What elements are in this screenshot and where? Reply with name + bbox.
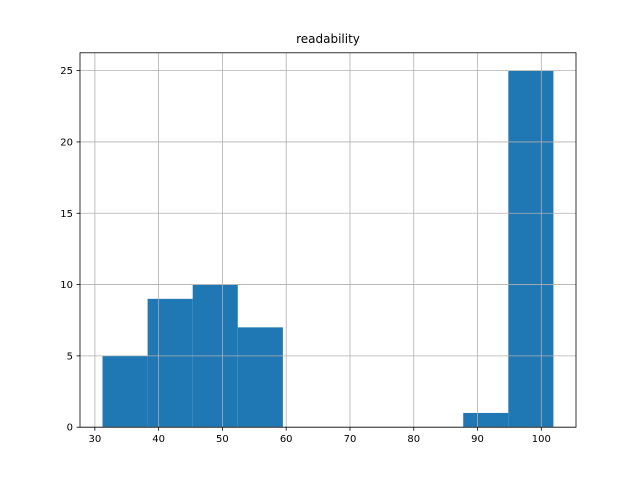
x-tick-label: 100 xyxy=(532,434,551,445)
y-tick-label: 20 xyxy=(60,137,73,148)
y-tick-label: 5 xyxy=(67,351,73,362)
axes-frame xyxy=(79,52,577,428)
y-tick-label: 15 xyxy=(60,209,73,220)
bar xyxy=(237,327,283,428)
x-tick-label: 60 xyxy=(280,434,293,445)
y-tick-label: 25 xyxy=(60,66,73,77)
x-tick-label: 90 xyxy=(471,434,484,445)
bar xyxy=(463,412,509,428)
bar xyxy=(102,355,148,428)
x-tick-label: 50 xyxy=(216,434,229,445)
y-tick-label: 0 xyxy=(67,423,73,434)
y-tick-label: 10 xyxy=(60,280,73,291)
x-tick-label: 80 xyxy=(407,434,420,445)
x-tick-label: 70 xyxy=(344,434,357,445)
bar xyxy=(508,70,554,428)
x-tick-label: 30 xyxy=(88,434,101,445)
chart-title: readability xyxy=(296,32,360,46)
bar xyxy=(147,298,193,428)
x-tick-label: 40 xyxy=(152,434,165,445)
